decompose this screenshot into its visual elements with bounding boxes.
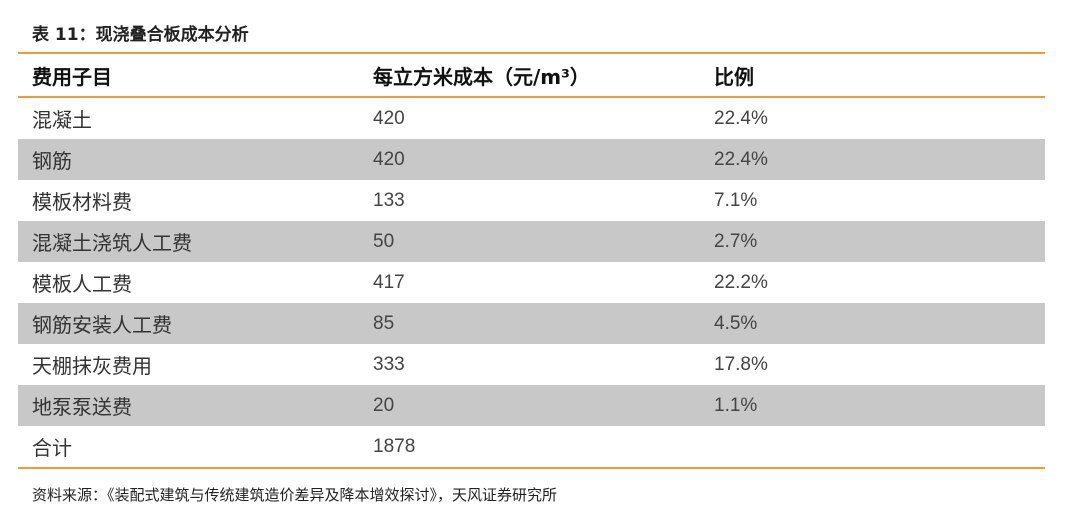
cell-item: 混凝土 <box>32 108 92 132</box>
cell-ratio: 4.5% <box>714 312 758 334</box>
table-row: 地泵泵送费 20 1.1% <box>18 385 1045 426</box>
cell-item: 合计 <box>32 436 72 460</box>
table-row: 钢筋安装人工费 85 4.5% <box>18 303 1045 344</box>
cell-item: 地泵泵送费 <box>32 395 132 419</box>
table-row-total: 合计 1878 <box>18 426 1045 467</box>
cell-ratio: 22.2% <box>714 271 768 293</box>
cell-cost: 420 <box>373 148 405 170</box>
cell-ratio: 22.4% <box>714 107 768 129</box>
cell-ratio: 22.4% <box>714 148 768 170</box>
cell-cost: 333 <box>373 353 405 375</box>
cell-cost: 417 <box>373 271 405 293</box>
cell-item: 天棚抹灰费用 <box>32 354 152 378</box>
cell-cost: 50 <box>373 230 395 252</box>
table-row: 混凝土浇筑人工费 50 2.7% <box>18 221 1045 262</box>
cost-table: 费用子目 每立方米成本（元/m³） 比例 混凝土 420 22.4% 钢筋 42… <box>18 52 1045 469</box>
table-row: 模板人工费 417 22.2% <box>18 262 1045 303</box>
cell-cost: 20 <box>373 394 395 416</box>
cell-cost: 420 <box>373 107 405 129</box>
source-note: 资料来源：《装配式建筑与传统建筑造价差异及降本增效探讨》，天风证券研究所 <box>32 486 558 504</box>
cell-ratio: 2.7% <box>714 230 758 252</box>
header-ratio: 比例 <box>714 64 754 89</box>
cell-cost: 85 <box>373 312 395 334</box>
cell-cost: 133 <box>373 189 405 211</box>
table-row: 天棚抹灰费用 333 17.8% <box>18 344 1045 385</box>
table-header-row: 费用子目 每立方米成本（元/m³） 比例 <box>18 54 1045 96</box>
table-row: 钢筋 420 22.4% <box>18 139 1045 180</box>
header-rule <box>18 96 1045 98</box>
cell-item: 钢筋安装人工费 <box>32 313 172 337</box>
cell-item: 混凝土浇筑人工费 <box>32 231 192 255</box>
table-caption: 表 11：现浇叠合板成本分析 <box>32 25 249 45</box>
header-item: 费用子目 <box>32 64 112 89</box>
cell-ratio: 17.8% <box>714 353 768 375</box>
cell-item: 模板材料费 <box>32 190 132 214</box>
cell-ratio: 7.1% <box>714 189 758 211</box>
cell-ratio: 1.1% <box>714 394 758 416</box>
table-row: 混凝土 420 22.4% <box>18 98 1045 139</box>
top-rule <box>18 52 1045 54</box>
bottom-rule <box>18 467 1045 469</box>
cell-item: 模板人工费 <box>32 272 132 296</box>
header-cost: 每立方米成本（元/m³） <box>373 64 590 89</box>
cell-cost: 1878 <box>373 435 416 457</box>
cell-item: 钢筋 <box>32 149 72 173</box>
table-row: 模板材料费 133 7.1% <box>18 180 1045 221</box>
